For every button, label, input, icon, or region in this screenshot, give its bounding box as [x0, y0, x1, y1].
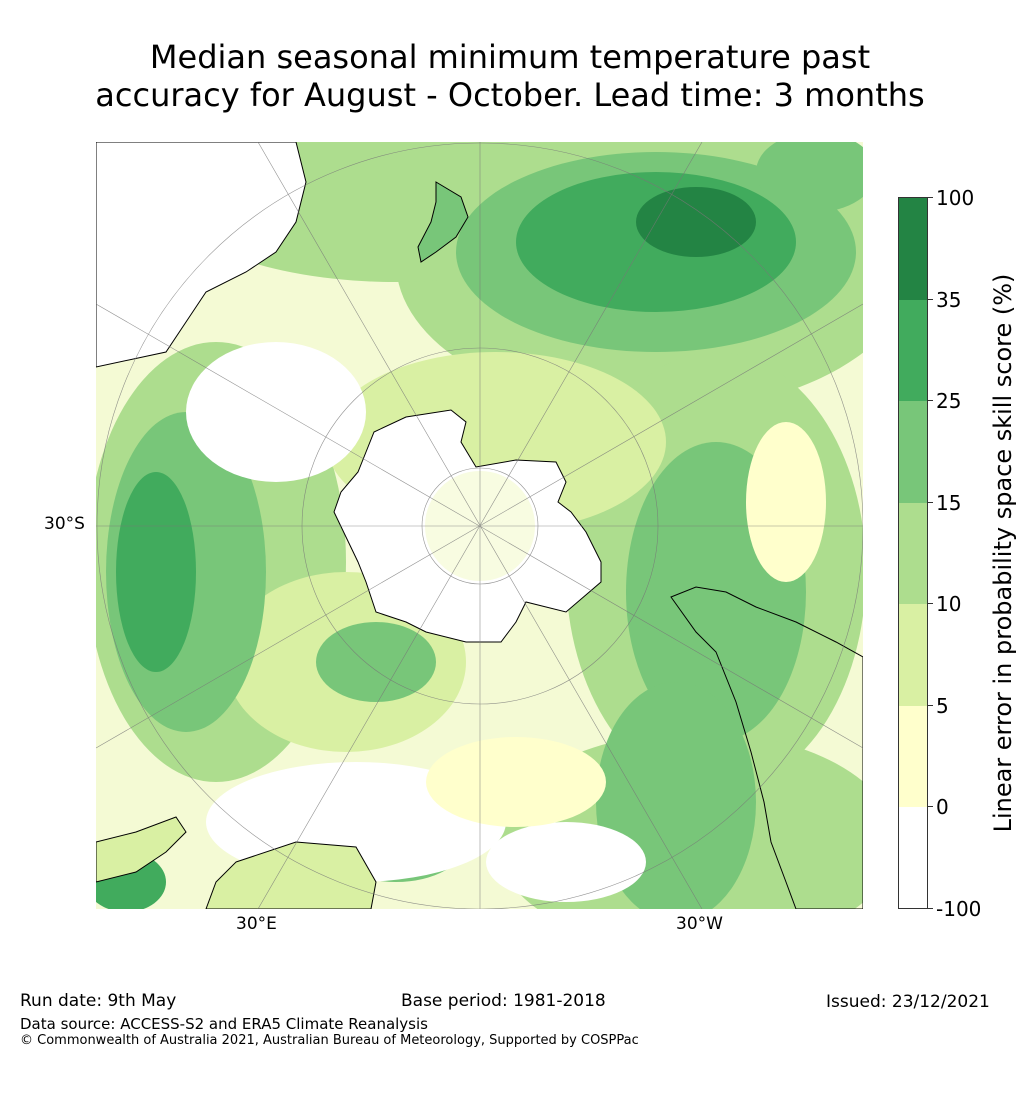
tick-mark-10 — [928, 603, 933, 604]
tick-label-15: 15 — [936, 491, 962, 515]
lon-label-30w: 30°W — [676, 914, 723, 934]
base-period: Base period: 1981-2018 — [401, 991, 606, 1011]
copyright: © Commonwealth of Australia 2021, Austra… — [20, 1033, 639, 1048]
skill-score-map — [96, 142, 863, 909]
australia-outline — [96, 142, 307, 368]
colorbar-segment-neg100-0 — [899, 807, 927, 908]
skill-field-none — [186, 342, 826, 902]
tick-label-neg100: -100 — [936, 897, 982, 921]
south-america-outline — [670, 586, 863, 909]
tick-label-100: 100 — [936, 186, 975, 210]
lat-label-30s: 30°S — [44, 514, 85, 534]
graticule — [96, 142, 863, 909]
tick-mark-100 — [928, 197, 933, 198]
tick-mark-0 — [928, 806, 933, 807]
africa-outline — [96, 816, 377, 909]
new-zealand-outline — [417, 181, 469, 263]
colorbar-segment-10-15 — [899, 503, 927, 604]
tick-mark-15 — [928, 502, 933, 503]
colorbar-segment-25-35 — [899, 300, 927, 401]
tick-label-10: 10 — [936, 592, 962, 616]
colorbar-segment-35-100 — [899, 198, 927, 300]
tick-label-35: 35 — [936, 288, 962, 312]
skill-field-very-high — [636, 187, 756, 257]
colorbar-title: Linear error in probability space skill … — [989, 273, 1017, 833]
lon-label-30e: 30°E — [236, 914, 277, 934]
tick-label-25: 25 — [936, 389, 962, 413]
colorbar — [898, 197, 928, 909]
title-line-1: Median seasonal minimum temperature past — [149, 38, 871, 76]
chart-title: Median seasonal minimum temperature past… — [0, 38, 1020, 114]
tick-label-0: 0 — [936, 795, 949, 819]
issued-date: Issued: 23/12/2021 — [826, 992, 990, 1012]
tick-mark-5 — [928, 705, 933, 706]
tick-mark-35 — [928, 299, 933, 300]
run-date: Run date: 9th May — [20, 991, 177, 1011]
title-line-2: accuracy for August - October. Lead time… — [95, 76, 925, 114]
tick-mark-25 — [928, 400, 933, 401]
colorbar-segment-0-5 — [899, 706, 927, 807]
colorbar-segment-15-25 — [899, 401, 927, 503]
tick-mark-neg100 — [928, 908, 933, 909]
colorbar-segment-5-10 — [899, 604, 927, 706]
tick-label-5: 5 — [936, 694, 949, 718]
map-svg — [96, 142, 863, 909]
data-source: Data source: ACCESS-S2 and ERA5 Climate … — [20, 1015, 428, 1033]
